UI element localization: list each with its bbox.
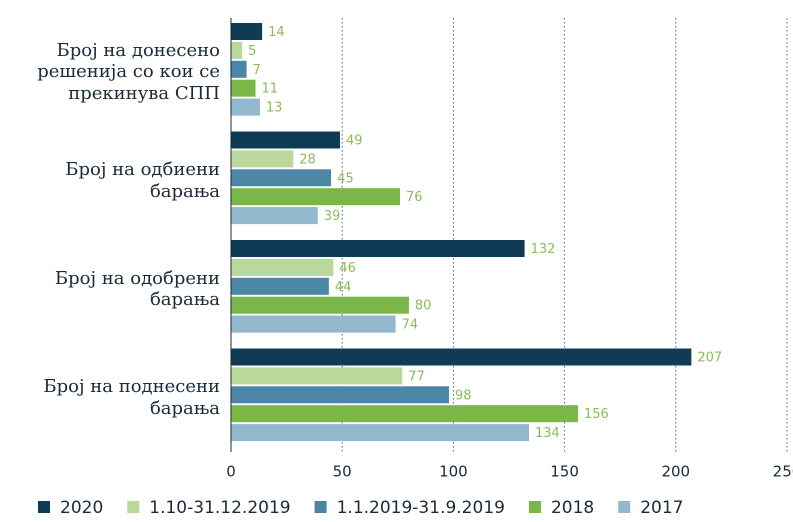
bar [231,60,247,78]
value-label: 5 [248,44,256,59]
value-label: 207 [697,351,722,366]
x-tick-label: 100 [439,463,468,481]
bar [231,277,329,295]
category-label: Број на поднесени барања [43,376,220,419]
bar [231,79,256,97]
legend-swatch [314,501,327,513]
legend-label: 2017 [640,498,683,518]
value-label: 98 [455,388,472,403]
category-label-box: Број на донесено решенија со кои се прек… [37,39,220,105]
bar [231,386,449,404]
bar [231,424,530,442]
bar [231,41,243,59]
bar [231,240,525,257]
value-label: 28 [299,152,316,167]
bar [231,367,403,385]
bar [231,131,340,149]
x-tick-label: 150 [550,463,579,481]
value-label: 76 [406,190,423,205]
bar [231,188,401,206]
value-label: 7 [253,63,261,78]
legend-swatch [618,501,631,513]
value-label: 80 [415,299,432,314]
value-label: 11 [261,82,278,97]
legend-label: 2018 [551,498,594,518]
bar [231,296,409,314]
value-label: 44 [335,280,352,295]
category-label-box: Број на одбиени барања [65,159,220,202]
category-label-box: Број на поднесени барања [43,376,220,419]
legend-label: 2020 [60,498,103,518]
bar [231,98,260,116]
category-label-box: Број на одобрени барања [54,267,220,311]
x-tick-label: 0 [226,463,236,481]
category-label: Број на одобрени барања [54,267,220,311]
legend-swatch [127,501,140,513]
category-label: Број на донесено решенија со кои се прек… [37,39,220,105]
value-label: 14 [268,25,285,40]
bar [231,23,263,40]
x-tick-label: 250 [773,463,793,481]
value-label: 77 [408,369,425,384]
legend-swatch [528,501,541,513]
bar [231,315,396,333]
x-tick-label: 50 [333,463,352,481]
legend-label: 1.1.2019-31.9.2019 [337,498,505,518]
value-label: 132 [531,242,556,257]
value-label: 13 [266,101,283,116]
bar [231,405,578,423]
value-label: 74 [402,318,419,333]
value-label: 156 [584,407,609,422]
value-label: 39 [324,209,341,224]
bar [231,348,692,366]
value-label: 49 [346,134,363,149]
value-label: 46 [339,261,356,276]
bar [231,150,294,168]
bar [231,258,334,276]
value-label: 45 [337,171,354,186]
bar [231,169,332,187]
legend-label: 1.10-31.12.2019 [149,498,290,518]
x-tick-label: 200 [661,463,690,481]
bar [231,207,318,225]
value-label: 134 [535,426,560,441]
category-label: Број на одбиени барања [65,159,220,202]
legend-swatch [38,501,50,513]
